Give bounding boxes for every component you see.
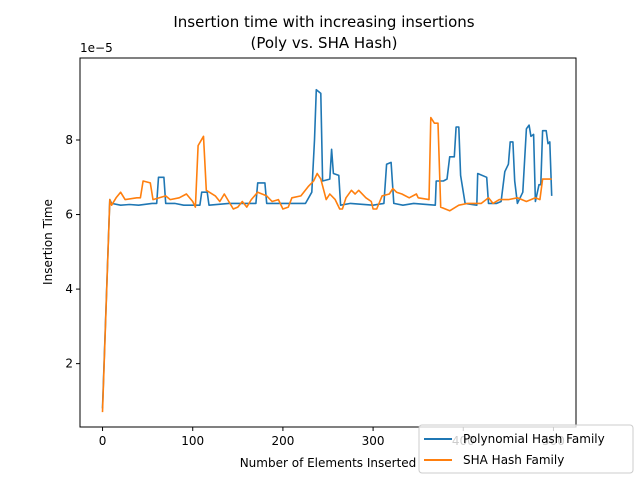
legend: Polynomial Hash Family SHA Hash Family (418, 424, 634, 474)
y-axis-ticks: 2 4 6 8 (65, 133, 80, 371)
chart-title: Insertion time with increasing insertion… (173, 13, 474, 31)
x-tick-label: 300 (362, 434, 385, 448)
x-tick-label: 100 (181, 434, 204, 448)
legend-label-polynomial: Polynomial Hash Family (463, 432, 605, 446)
y-axis-label: Insertion Time (41, 199, 55, 285)
plot-frame (79, 57, 577, 428)
y-tick-label: 2 (65, 357, 73, 371)
x-tick-label: 0 (99, 434, 107, 448)
x-axis-label: Number of Elements Inserted (240, 456, 417, 470)
x-tick-label: 200 (271, 434, 294, 448)
y-tick-label: 8 (65, 133, 73, 147)
y-axis-offset-label: 1e−5 (80, 41, 113, 55)
legend-box (418, 424, 634, 474)
series-line-sha (101, 116, 552, 413)
series-line-polynomial (101, 88, 553, 409)
y-tick-label: 4 (65, 282, 73, 296)
plot-area (79, 57, 577, 428)
y-tick-label: 6 (65, 208, 73, 222)
legend-label-sha: SHA Hash Family (463, 453, 564, 467)
chart-subtitle: (Poly vs. SHA Hash) (250, 34, 397, 52)
